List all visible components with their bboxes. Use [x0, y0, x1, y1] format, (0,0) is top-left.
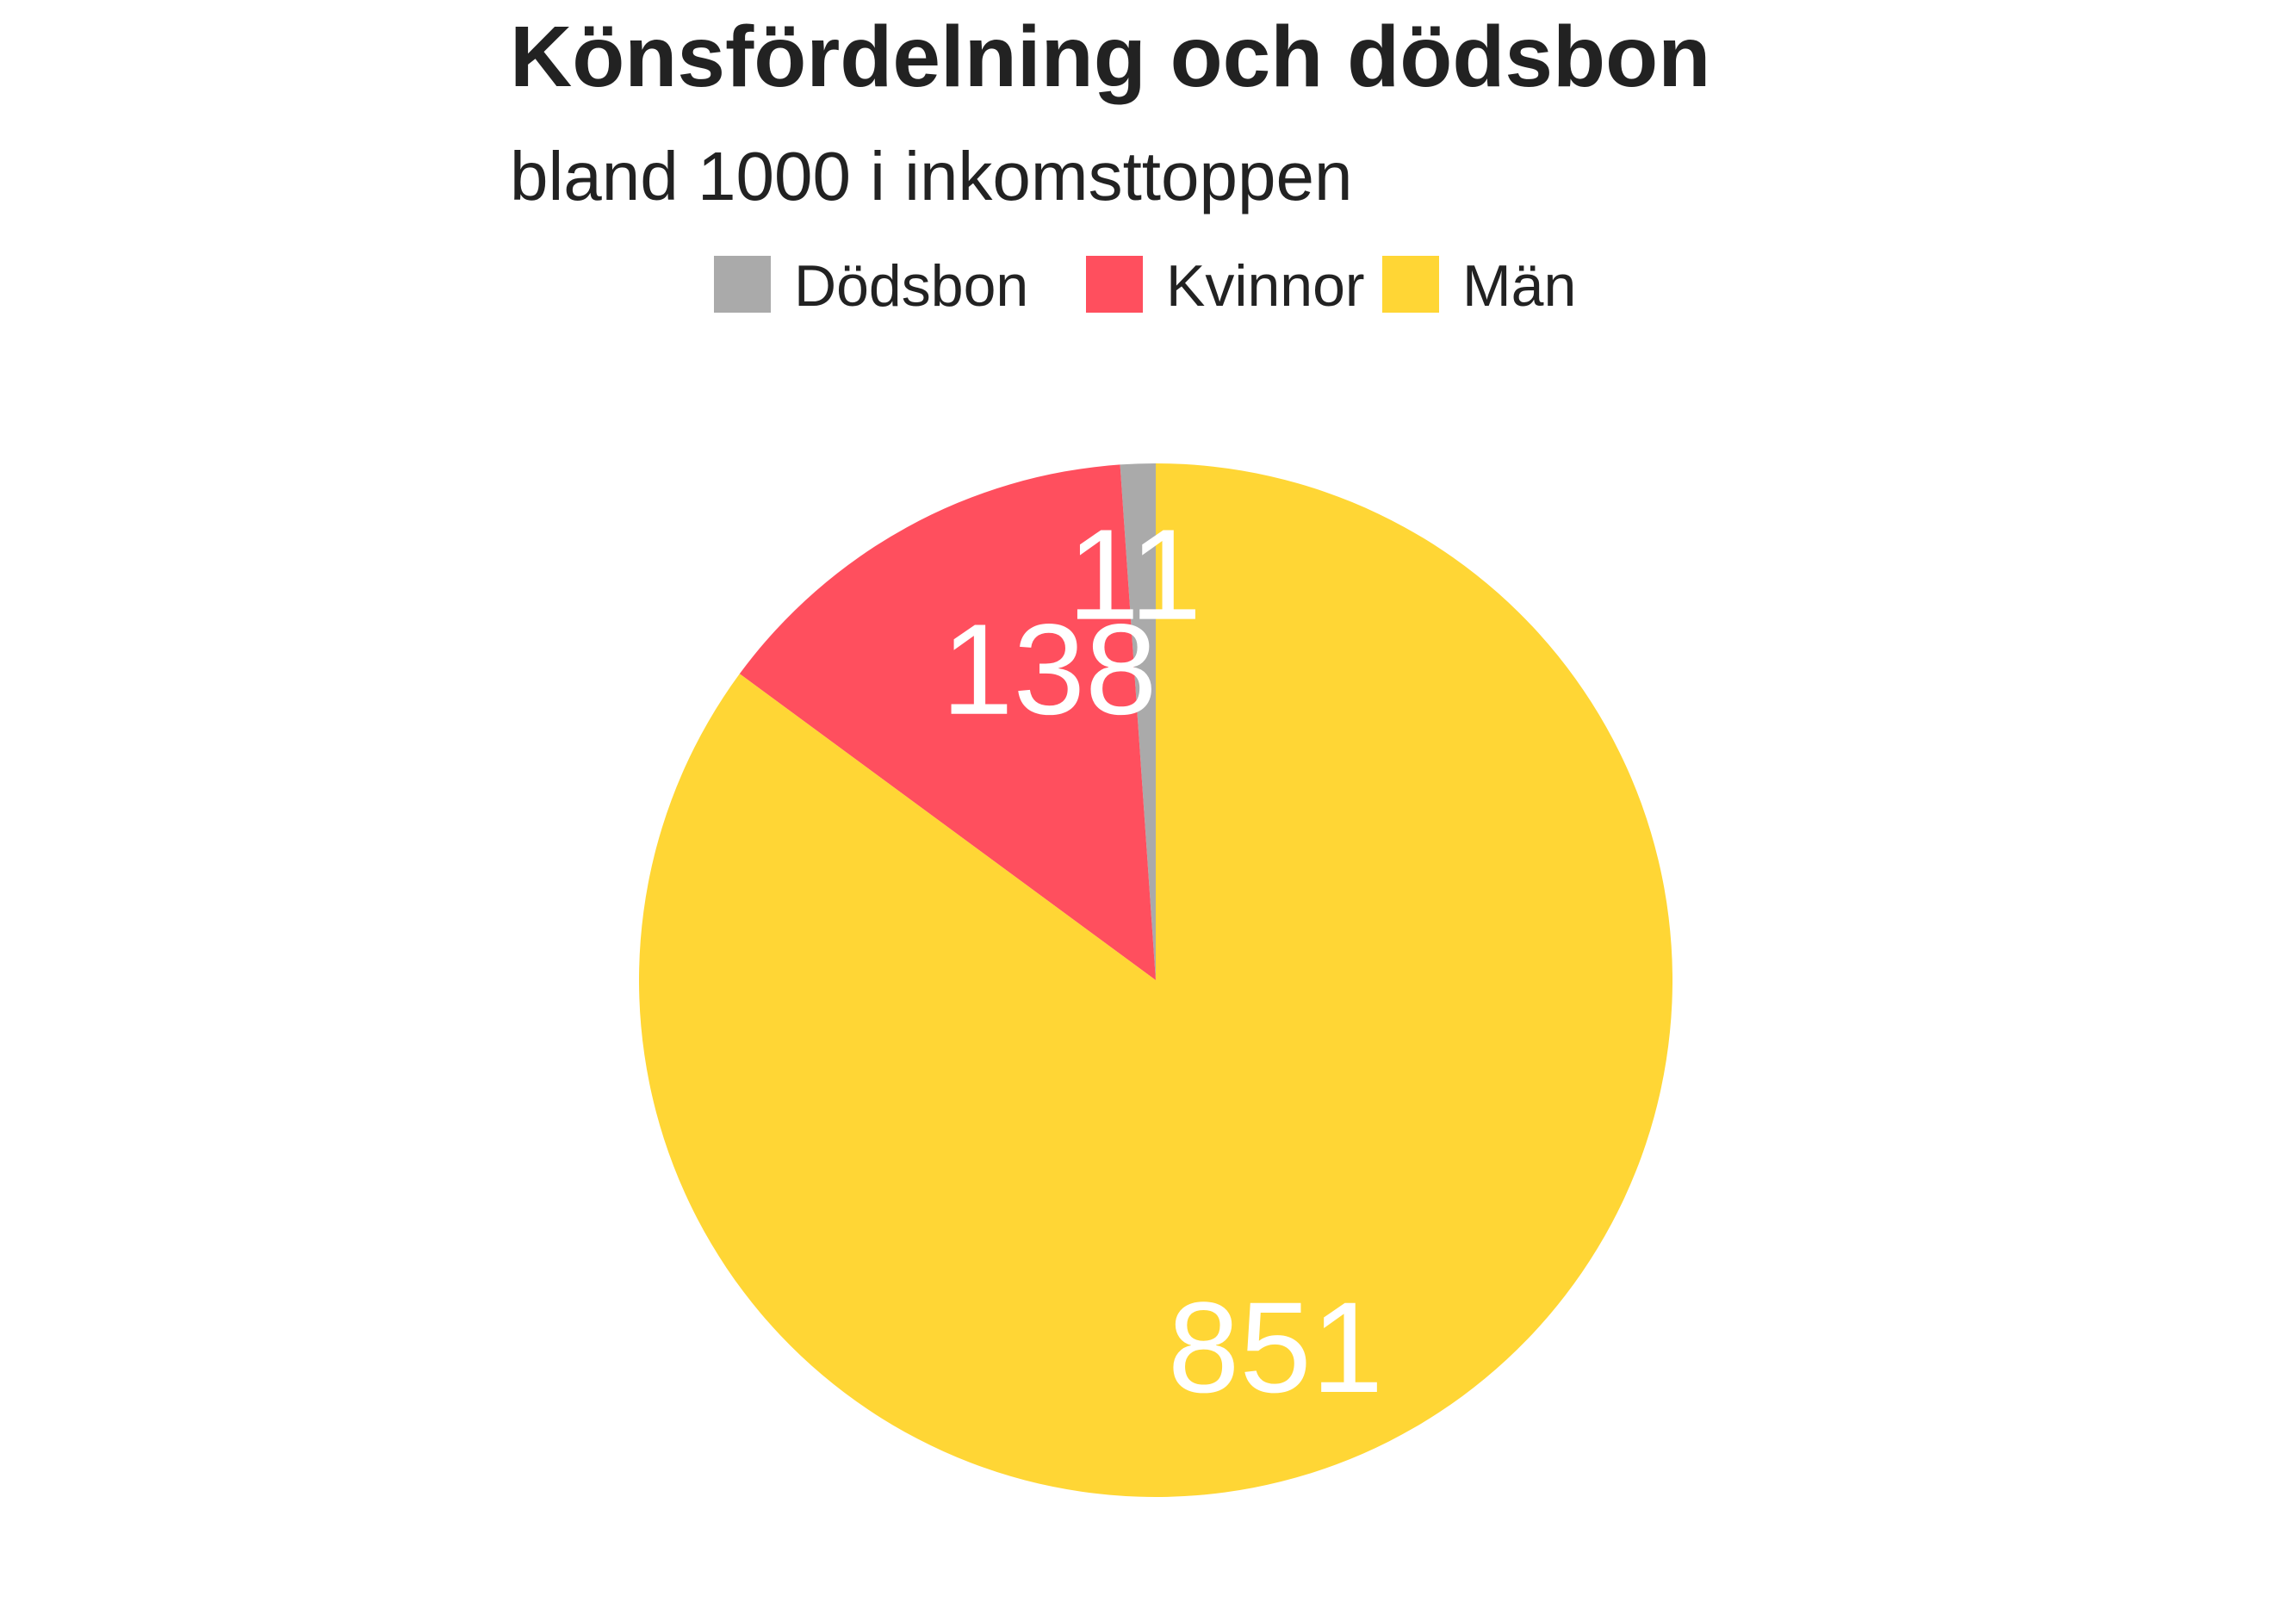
- slice-value-label-m-n: 851: [1168, 1275, 1383, 1419]
- legend-label-m-n: Män: [1462, 253, 1576, 319]
- chart-subtitle: bland 1000 i inkomsttoppen: [510, 138, 1352, 214]
- legend: Dödsbon Kvinnor Män: [714, 253, 1576, 319]
- pie-slice-m-n: [638, 463, 1673, 1497]
- pie-slice-kvinnor: [739, 464, 1156, 980]
- legend-label-kvinnor: Kvinnor: [1166, 253, 1365, 319]
- chart-title: Könsfördelning och dödsbon: [510, 9, 1710, 105]
- legend-label-d-dsbon: Dödsbon: [794, 253, 1028, 319]
- legend-swatch-kvinnor: [1086, 256, 1143, 313]
- slice-value-label-d-dsbon: 11: [1068, 502, 1202, 647]
- pie-slices: [638, 463, 1673, 1497]
- slice-value-label-kvinnor: 138: [941, 597, 1157, 742]
- legend-swatch-m-n: [1382, 256, 1439, 313]
- pie-slice-d-dsbon: [1120, 463, 1156, 980]
- legend-swatch-d-dsbon: [714, 256, 771, 313]
